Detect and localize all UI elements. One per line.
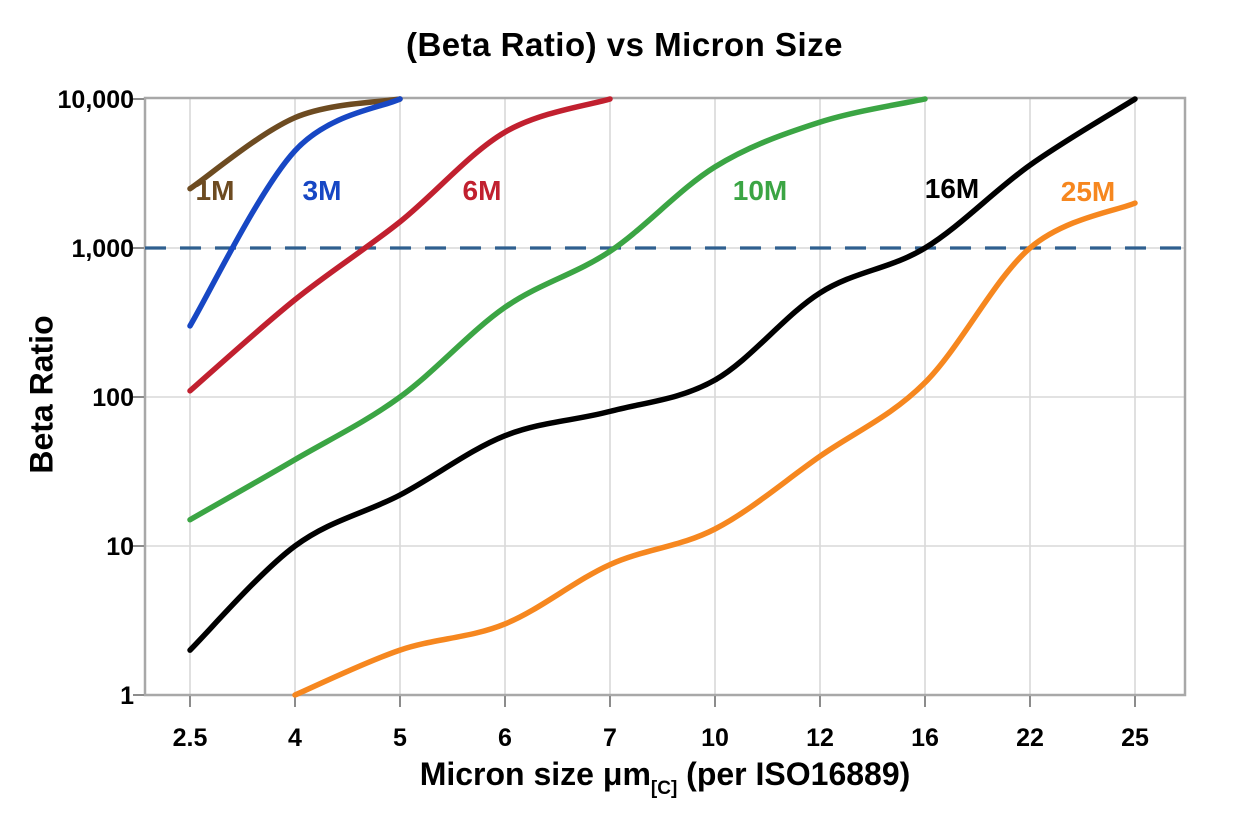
x-tick-label-2.5: 2.5: [172, 724, 208, 752]
x-tick-label-16: 16: [911, 724, 939, 752]
series-label-1M: 1M: [195, 175, 235, 206]
x-tick-label-6: 6: [498, 724, 512, 752]
series-curve-1M: [187, 96, 403, 192]
x-tick-label-7: 7: [603, 724, 617, 752]
x-tick-label-12: 12: [806, 724, 834, 752]
y-tick-label-1: 1: [120, 682, 134, 710]
series-curve-25M: [292, 200, 1138, 698]
x-tick-label-10: 10: [701, 724, 729, 752]
series-curve-16M: [187, 96, 1138, 653]
series-curve-10M: [187, 96, 928, 523]
x-tick-label-25: 25: [1121, 724, 1149, 752]
series-label-6M: 6M: [462, 175, 502, 206]
series-label-3M: 3M: [302, 175, 342, 206]
series-label-16M: 16M: [924, 173, 980, 204]
x-axis-title: Micron size μm[C] (per ISO16889): [145, 756, 1185, 800]
y-tick-label-10: 10: [106, 533, 134, 561]
x-axis-title-subscript: [C]: [650, 778, 678, 799]
x-tick-label-22: 22: [1016, 724, 1044, 752]
series-curve-3M: [187, 96, 403, 329]
x-tick-label-5: 5: [393, 724, 407, 752]
plot-border: [143, 96, 1187, 697]
y-tick-label-1000: 1,000: [71, 235, 134, 263]
x-axis-title-main: Micron size μm: [419, 756, 651, 792]
series-curve-6M: [187, 96, 613, 394]
chart-title: (Beta Ratio) vs Micron Size: [405, 26, 844, 63]
y-tick-label-10000: 10,000: [57, 86, 134, 114]
x-tick-label-4: 4: [288, 724, 302, 752]
y-tick-label-100: 100: [92, 384, 134, 412]
series-label-10M: 10M: [732, 175, 788, 206]
x-axis-title-suffix: (per ISO16889): [677, 756, 911, 792]
series-label-25M: 25M: [1060, 176, 1116, 207]
